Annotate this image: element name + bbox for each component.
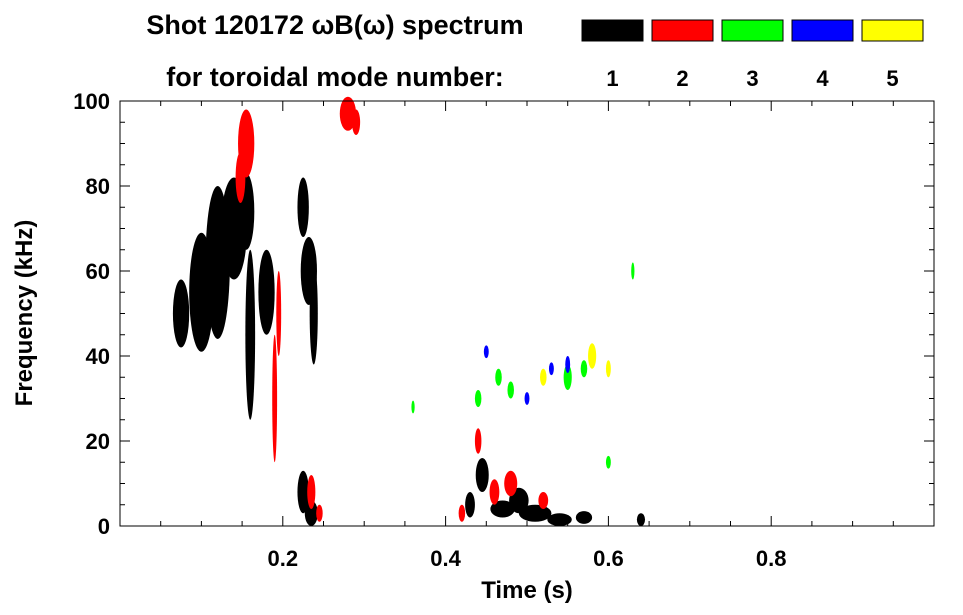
spectral-blob-mode-3 — [507, 381, 514, 399]
x-axis-label: Time (s) — [481, 577, 573, 604]
x-tick-label: 0.4 — [430, 546, 461, 571]
legend-label-mode-5: 5 — [886, 66, 898, 91]
spectral-blob-mode-1 — [547, 513, 572, 526]
spectral-blob-mode-2 — [504, 470, 518, 497]
spectral-blob-mode-5 — [588, 343, 597, 369]
y-tick-label: 100 — [73, 89, 110, 114]
y-tick-label: 0 — [98, 514, 110, 539]
spectral-blob-mode-1 — [297, 470, 309, 514]
spectral-blob-mode-3 — [563, 364, 572, 390]
series-mode-3 — [411, 262, 635, 469]
legend-label-mode-3: 3 — [746, 66, 758, 91]
spectral-blob-mode-3 — [474, 390, 482, 407]
spectral-blob-mode-1 — [465, 492, 475, 518]
spectral-blob-mode-4 — [524, 392, 530, 405]
spectral-blob-mode-3 — [605, 455, 611, 469]
y-tick-label: 80 — [86, 174, 110, 199]
spectral-blob-mode-2 — [351, 109, 361, 135]
spectral-blob-mode-2 — [272, 334, 278, 463]
spectral-blob-mode-2 — [538, 492, 549, 509]
legend-label-mode-1: 1 — [606, 66, 618, 91]
series-mode-5 — [540, 343, 611, 386]
x-tick-label: 0.6 — [593, 546, 624, 571]
legend-label-mode-4: 4 — [816, 66, 829, 91]
spectral-blob-mode-3 — [411, 400, 415, 414]
spectral-blob-mode-4 — [565, 356, 571, 373]
series-mode-4 — [483, 345, 571, 405]
spectral-blob-mode-4 — [483, 345, 489, 359]
spectral-blob-mode-1 — [245, 249, 256, 420]
spectral-blob-mode-1 — [304, 500, 318, 526]
legend-swatch-mode-4 — [791, 19, 854, 42]
spectral-blob-mode-1 — [297, 177, 309, 237]
y-axis-label: Frequency (kHz) — [11, 220, 38, 407]
spectral-blob-mode-1 — [490, 500, 515, 518]
chart-title-line2: for toroidal mode number: — [166, 62, 504, 92]
x-tick-label: 0.2 — [268, 546, 299, 571]
legend-swatch-mode-5 — [861, 19, 924, 42]
spectral-blob-mode-2 — [458, 504, 466, 522]
spectral-blob-mode-2 — [316, 504, 323, 522]
legend-swatch-mode-2 — [651, 19, 714, 42]
x-tick-label: 0.8 — [756, 546, 787, 571]
chart-title-line1: Shot 120172 ωB(ω) spectrum — [146, 10, 523, 40]
spectral-blob-mode-1 — [475, 458, 489, 492]
y-tick-label: 60 — [86, 259, 110, 284]
spectral-blob-mode-1 — [575, 511, 593, 524]
spectral-blob-mode-2 — [474, 428, 482, 454]
spectral-blob-mode-3 — [580, 360, 588, 378]
spectral-blob-mode-1 — [636, 513, 646, 526]
y-tick-label: 40 — [86, 344, 110, 369]
spectral-blob-mode-1 — [309, 262, 318, 365]
spectral-blob-mode-3 — [631, 262, 635, 280]
spectral-blob-mode-2 — [339, 96, 357, 131]
series-mode-2 — [235, 96, 549, 522]
legend-label-mode-2: 2 — [676, 66, 688, 91]
legend-swatch-mode-1 — [581, 19, 644, 42]
spectral-blob-mode-1 — [258, 249, 275, 335]
plot-area: 0.2 0.4 0.6 0.8 0 20 40 60 80 100 — [73, 89, 935, 571]
spectral-blob-mode-2 — [235, 152, 246, 203]
spectral-blob-mode-1 — [518, 504, 552, 522]
y-tick-label: 20 — [86, 429, 110, 454]
spectral-blob-mode-2 — [307, 475, 316, 509]
spectral-blob-mode-3 — [495, 368, 502, 386]
spectral-blob-mode-1 — [172, 279, 190, 348]
series-mode-1 — [172, 173, 646, 526]
spectral-blob-mode-5 — [540, 368, 547, 386]
spectral-blob-mode-4 — [548, 362, 554, 376]
legend: 1 2 3 4 5 — [581, 19, 924, 91]
legend-swatch-mode-3 — [721, 19, 784, 42]
spectral-blob-mode-2 — [276, 271, 282, 356]
spectral-blob-mode-2 — [489, 479, 500, 505]
spectral-blob-mode-5 — [605, 360, 611, 378]
